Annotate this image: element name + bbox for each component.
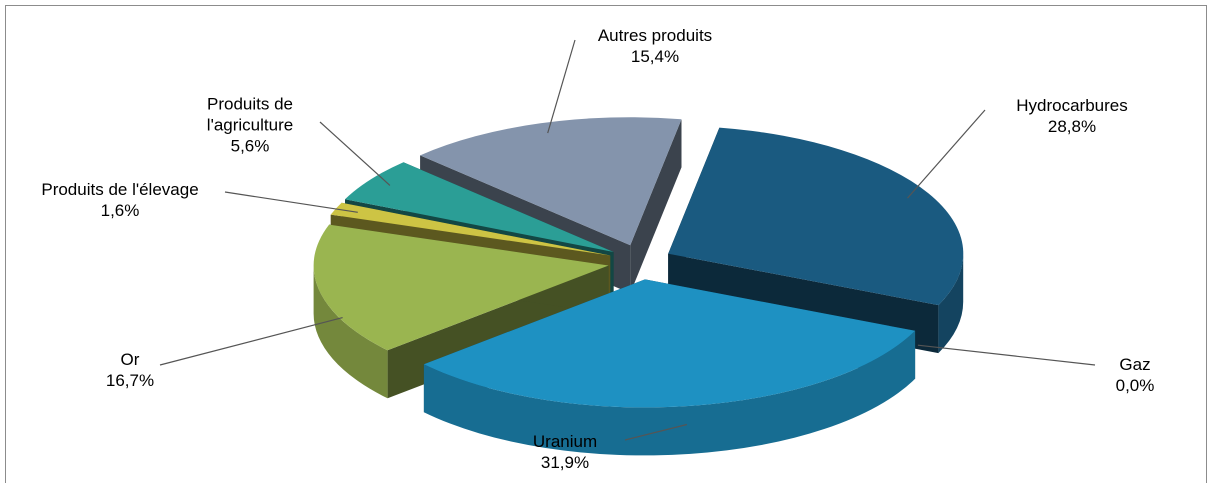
category-label: Or bbox=[120, 350, 140, 369]
slice-label: Hydrocarbures 28,8% bbox=[1016, 95, 1128, 137]
category-label: Autres produits bbox=[597, 26, 713, 45]
slice-label: Produits de l'élevage 1,6% bbox=[41, 179, 198, 221]
slice bbox=[668, 127, 964, 306]
value-label: 0,0% bbox=[1115, 376, 1155, 395]
category-label: Produits de l'agriculture bbox=[206, 94, 294, 135]
slice-label: Autres produits 15,4% bbox=[598, 25, 712, 67]
leader-line bbox=[907, 109, 986, 199]
slice bbox=[313, 224, 609, 351]
slice bbox=[330, 202, 611, 256]
leader-line bbox=[917, 344, 1096, 366]
value-label: 15,4% bbox=[630, 47, 680, 66]
slice-wall bbox=[423, 330, 916, 456]
category-label: Produits de l'élevage bbox=[41, 180, 199, 199]
leader-line bbox=[319, 121, 391, 186]
category-label: Uranium bbox=[532, 432, 598, 451]
slice-label: Or 16,7% bbox=[106, 349, 154, 391]
slice bbox=[420, 117, 682, 246]
category-label: Gaz bbox=[1119, 355, 1151, 374]
slice-wall bbox=[313, 265, 388, 399]
leader-line bbox=[159, 317, 343, 366]
slice-side bbox=[630, 119, 682, 294]
slice bbox=[423, 279, 916, 408]
value-label: 16,7% bbox=[105, 371, 155, 390]
value-label: 1,6% bbox=[100, 201, 140, 220]
slice-label: Gaz 0,0% bbox=[1116, 354, 1155, 396]
leader-line bbox=[224, 191, 358, 213]
leader-line bbox=[624, 423, 688, 441]
slice-label: Uranium 31,9% bbox=[533, 431, 597, 473]
slice bbox=[345, 162, 614, 252]
chart-border bbox=[5, 5, 1207, 483]
value-label: 31,9% bbox=[540, 453, 590, 472]
leader-line bbox=[547, 39, 576, 134]
slice-label: Produits de l'agriculture 5,6% bbox=[185, 94, 315, 157]
value-label: 28,8% bbox=[1047, 117, 1097, 136]
category-label: Hydrocarbures bbox=[1016, 96, 1128, 115]
slice-wall bbox=[938, 253, 964, 354]
value-label: 5,6% bbox=[230, 136, 270, 156]
